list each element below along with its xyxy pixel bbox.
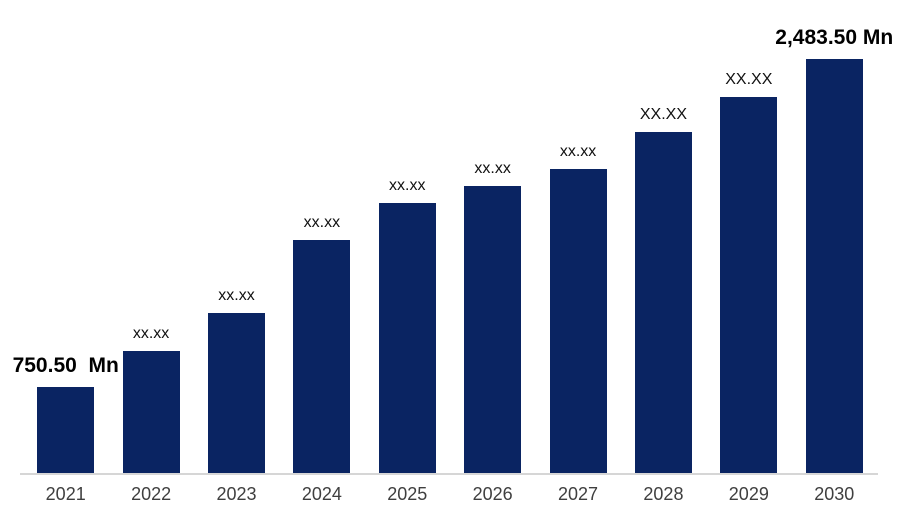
bar-2028 (634, 132, 692, 474)
value-label-2022: xx.xx (132, 325, 170, 343)
bar-column-2022: xx.xx (108, 325, 193, 474)
x-tick-2030: 2030 (814, 484, 855, 504)
x-tick-2024: 2024 (301, 484, 342, 504)
value-label-2021: 750.50 Mn (12, 353, 119, 377)
bar-2024 (293, 240, 351, 474)
bar-2023 (207, 313, 265, 474)
bar-column-2028: XX.XX (621, 106, 706, 474)
x-tick-2025: 2025 (387, 484, 428, 504)
value-label-2027: xx.xx (559, 143, 597, 161)
value-label-2025: xx.xx (389, 177, 426, 195)
value-label-2028: XX.XX (639, 106, 687, 124)
bar-2029 (720, 97, 778, 474)
x-tick-2022: 2022 (131, 484, 172, 504)
x-tick-2021: 2021 (45, 484, 86, 504)
bar-2025 (378, 203, 436, 474)
value-label-2023: xx.xx (218, 287, 255, 305)
x-tick-2027: 2027 (558, 484, 599, 504)
bar-2022 (122, 351, 180, 474)
value-label-2024: xx.xx (303, 214, 341, 232)
bar-column-2026: xx.xx (450, 160, 535, 474)
bar-column-2021: 750.50 Mn (13, 354, 119, 474)
bar-column-2024: xx.xx (279, 214, 364, 474)
bar-column-2025: xx.xx (365, 177, 450, 474)
x-tick-2028: 2028 (643, 484, 684, 504)
x-axis-labels: 2021 2022 2023 2024 2025 2026 2027 2028 2029 2030 (23, 483, 877, 505)
bar-chart-plot-area: 750.50 Mn xx.xx xx.xx xx.xx xx.xx xx.xx xx.xx X… (13, 26, 893, 474)
bar-2026 (464, 186, 522, 474)
bar-column-2027: xx.xx (535, 143, 620, 474)
x-tick-2026: 2026 (472, 484, 513, 504)
value-label-2029: XX.XX (725, 71, 773, 89)
bar-column-2029: XX.XX (706, 71, 791, 474)
bar-2027 (549, 169, 607, 474)
bar-2030 (805, 59, 863, 474)
value-label-2030: 2,483.50 Mn (775, 25, 894, 49)
x-tick-2029: 2029 (728, 484, 769, 504)
x-tick-2023: 2023 (216, 484, 257, 504)
bar-column-2023: xx.xx (194, 287, 279, 474)
bar-2021 (37, 387, 95, 474)
value-label-2026: xx.xx (474, 160, 511, 178)
x-axis-line (20, 473, 878, 475)
bar-column-2030: 2,483.50 Mn (775, 26, 893, 474)
